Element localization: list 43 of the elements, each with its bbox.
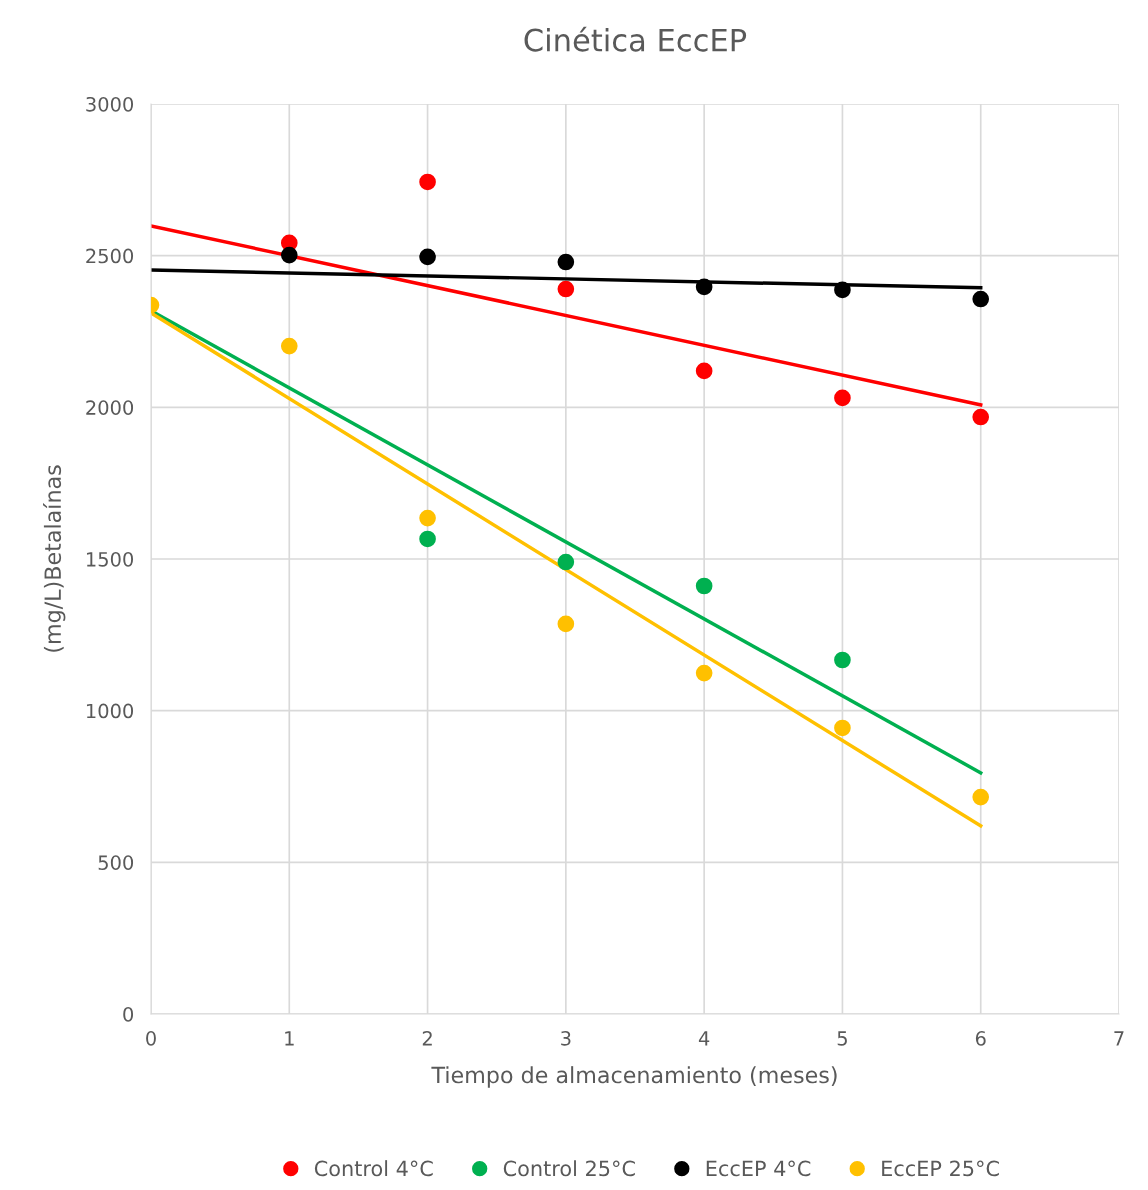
y-tick-label: 500 xyxy=(98,855,134,870)
point xyxy=(419,509,436,527)
point xyxy=(557,553,575,571)
point xyxy=(557,280,575,298)
y-tick-label: 2500 xyxy=(86,248,134,264)
chart-title: Cinética EccEP xyxy=(524,26,747,52)
point xyxy=(972,290,990,308)
point xyxy=(972,788,990,806)
x-tick-label: 5 xyxy=(837,1031,847,1046)
legend-label: EccEP 25°C xyxy=(882,1160,999,1177)
point xyxy=(834,389,851,407)
point xyxy=(834,281,851,299)
y-tick-label: 1500 xyxy=(86,551,134,567)
point xyxy=(557,253,575,271)
point xyxy=(972,408,990,426)
point xyxy=(280,246,298,264)
point xyxy=(834,651,851,669)
point xyxy=(280,337,298,355)
y-tick-label: 3000 xyxy=(86,96,134,112)
legend-label: EccEP 4°C xyxy=(706,1160,811,1177)
y-axis-title: (mg/L)Betalaínas xyxy=(43,465,66,652)
x-tick-label: 1 xyxy=(285,1031,294,1046)
point xyxy=(695,664,713,682)
point xyxy=(557,615,575,633)
point xyxy=(419,530,436,548)
y-tick-label: 1000 xyxy=(86,703,134,719)
x-tick-label: 4 xyxy=(698,1031,710,1046)
x-tick-label: 3 xyxy=(561,1031,571,1046)
point xyxy=(419,173,436,191)
point xyxy=(695,362,713,380)
x-tick-label: 2 xyxy=(422,1031,432,1046)
x-tick-label: 6 xyxy=(975,1031,986,1046)
point xyxy=(834,719,851,737)
point xyxy=(695,278,713,296)
legend-label: Control 4°C xyxy=(314,1160,433,1177)
point xyxy=(695,577,713,595)
x-axis-title: Tiempo de almacenamiento (meses) xyxy=(431,1066,837,1088)
y-tick-label: 0 xyxy=(123,1006,134,1022)
x-tick-label: 7 xyxy=(1114,1031,1124,1046)
y-tick-label: 2000 xyxy=(86,400,134,415)
legend-label: Control 25°C xyxy=(503,1160,635,1177)
point xyxy=(419,248,436,266)
x-tick-label: 0 xyxy=(146,1031,156,1046)
